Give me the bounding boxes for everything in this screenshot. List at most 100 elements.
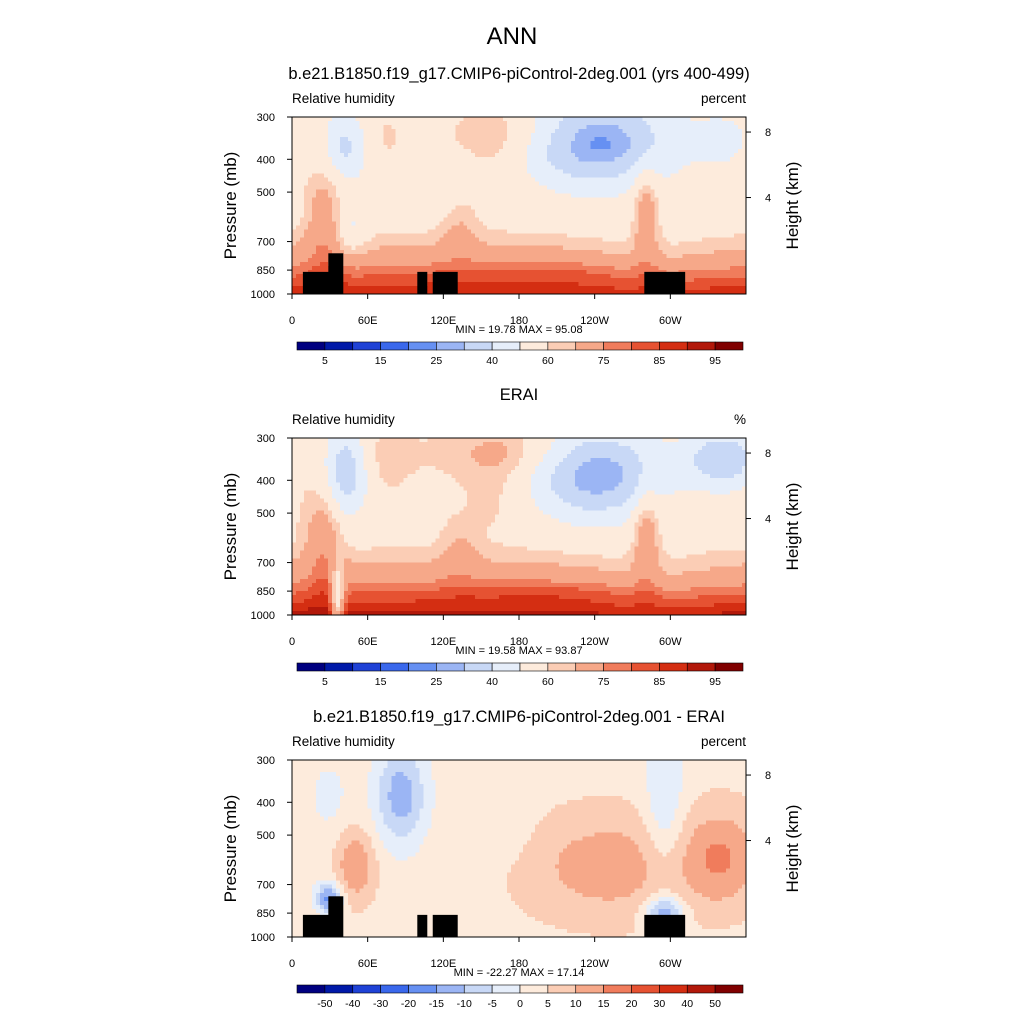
field-cell [311,261,317,267]
field-cell [383,149,389,154]
field-cell [387,205,393,211]
field-cell [395,253,401,259]
field-cell [590,241,596,247]
field-cell [315,205,321,211]
field-cell [479,269,484,275]
field-cell [423,197,428,203]
field-cell [295,261,301,267]
field-cell [662,197,667,203]
field-cell [515,157,520,162]
field-cell [570,177,576,182]
field-cell [331,241,337,247]
field-cell [511,281,516,287]
field-cell [622,193,628,199]
field-cell [323,145,329,150]
field-cell [399,161,405,166]
field-cell [722,133,727,138]
field-cell [578,221,584,227]
field-cell [411,129,417,134]
field-cell [734,149,739,154]
field-cell [507,165,512,170]
field-cell [423,253,428,259]
field-cell [702,233,707,239]
field-cell [487,237,492,243]
field-cell [427,129,432,134]
field-cell [734,241,739,247]
field-cell [483,157,488,162]
field-cell [690,149,695,154]
field-cell [303,229,309,235]
field-cell [431,161,436,166]
field-cell [690,169,695,174]
field-cell [507,205,512,211]
field-cell [307,141,313,146]
field-cell [562,289,568,295]
field-cell [526,269,532,275]
field-cell [678,117,683,122]
field-cell [515,149,520,154]
field-cell [594,117,600,122]
field-cell [614,241,620,247]
field-cell [419,157,425,162]
field-cell [570,249,576,255]
field-cell [522,129,528,134]
field-cell [431,229,436,235]
field-cell [507,217,512,223]
field-cell [427,137,432,142]
field-cell [706,253,711,259]
field-cell [558,221,564,227]
field-cell [499,173,504,178]
field-cell [534,185,540,191]
field-cell [447,237,452,243]
field-cell [403,217,409,223]
field-cell [427,169,432,174]
field-cell [447,233,452,239]
field-cell [626,209,632,215]
field-cell [538,281,544,287]
field-cell [319,125,325,130]
field-cell [562,161,568,166]
field-cell [435,185,440,191]
field-cell [654,249,659,255]
field-cell [738,149,743,154]
field-cell [411,193,417,199]
field-cell [427,261,432,267]
field-cell [455,141,460,146]
field-cell [331,213,337,219]
field-cell [375,193,381,199]
field-cell [526,265,532,271]
field-cell [602,257,608,263]
field-cell [734,265,739,271]
field-cell [742,177,747,182]
field-cell [574,117,580,122]
field-cell [622,221,628,227]
field-cell [590,233,596,239]
field-cell [483,277,488,283]
field-cell [359,285,365,291]
field-cell [367,221,373,227]
field-cell [411,121,417,126]
field-cell [435,221,440,227]
field-cell [451,233,456,239]
field-cell [479,141,484,146]
field-cell [554,133,560,138]
field-cell [319,189,325,195]
field-cell [519,217,524,223]
field-cell [431,165,436,170]
field-cell [515,269,520,275]
field-cell [674,249,679,255]
field-cell [491,185,496,191]
field-cell [451,229,456,235]
field-cell [558,285,564,291]
field-cell [706,209,711,215]
field-cell [299,221,305,227]
field-cell [367,137,373,142]
field-cell [411,137,417,142]
field-cell [586,261,592,267]
field-cell [538,121,544,126]
field-cell [638,221,644,227]
field-cell [355,245,361,251]
field-cell [395,269,401,275]
field-cell [686,161,691,166]
field-cell [738,225,743,231]
